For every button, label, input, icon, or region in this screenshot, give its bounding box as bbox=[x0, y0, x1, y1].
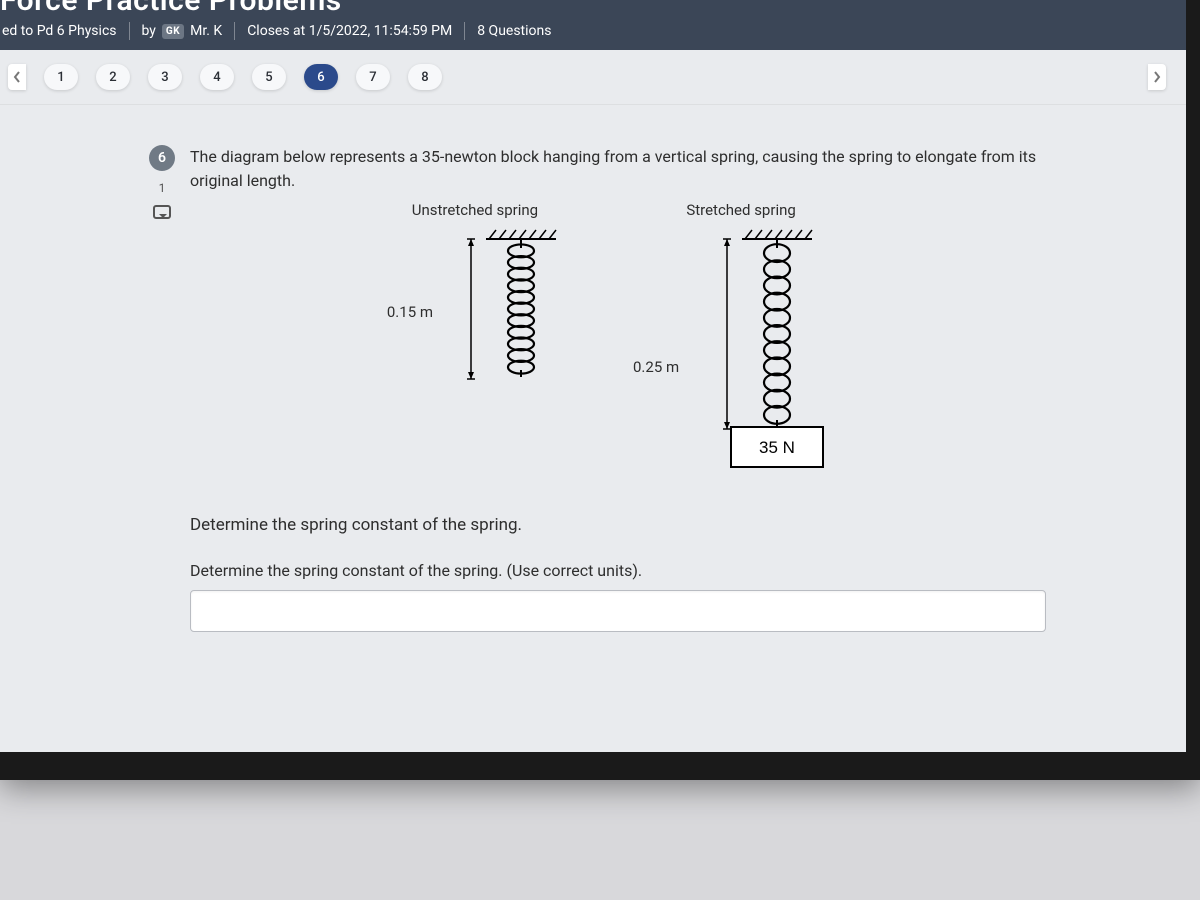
current-question-badge: 6 bbox=[149, 145, 175, 171]
unstretched-spring-svg bbox=[443, 227, 563, 397]
question-pill-5[interactable]: 5 bbox=[252, 64, 286, 90]
question-points: 1 bbox=[159, 181, 166, 195]
teacher-name: Mr. K bbox=[190, 23, 222, 39]
spring-diagram: Unstretched spring 0.15 m Stretched spri… bbox=[190, 201, 1046, 487]
chevron-right-icon bbox=[1153, 71, 1161, 83]
diagram-right-title: Stretched spring bbox=[686, 201, 795, 219]
question-prompt: The diagram below represents a 35-newton… bbox=[190, 145, 1046, 193]
stretched-spring-svg: 35 N bbox=[689, 227, 849, 487]
question-main: Determine the spring constant of the spr… bbox=[190, 515, 1046, 535]
divider bbox=[234, 22, 235, 40]
divider bbox=[464, 22, 465, 40]
question-pill-6[interactable]: 6 bbox=[304, 64, 338, 90]
question-sub: Determine the spring constant of the spr… bbox=[190, 561, 1046, 580]
question-meta-sidebar: 6 1 bbox=[148, 145, 176, 219]
question-pill-4[interactable]: 4 bbox=[200, 64, 234, 90]
diagram-left-title: Unstretched spring bbox=[412, 201, 538, 219]
diagram-left-length: 0.15 m bbox=[387, 303, 433, 321]
svg-text:35 N: 35 N bbox=[759, 438, 795, 457]
assignment-header: Force Practice Problems ed to Pd 6 Physi… bbox=[0, 0, 1186, 50]
assigned-class[interactable]: ed to Pd 6 Physics bbox=[2, 23, 117, 39]
teacher-chip[interactable]: by GK Mr. K bbox=[142, 23, 223, 39]
teacher-initials-badge: GK bbox=[162, 24, 184, 39]
due-date: Closes at 1/5/2022, 11:54:59 PM bbox=[247, 23, 452, 39]
question-pill-3[interactable]: 3 bbox=[148, 64, 182, 90]
nav-next-button[interactable] bbox=[1148, 64, 1166, 90]
question-count[interactable]: 8 Questions bbox=[477, 23, 551, 39]
comment-icon[interactable] bbox=[153, 205, 171, 219]
diagram-right-length: 0.25 m bbox=[633, 358, 679, 376]
question-pill-2[interactable]: 2 bbox=[96, 64, 130, 90]
answer-input[interactable] bbox=[190, 590, 1046, 632]
question-pill-7[interactable]: 7 bbox=[356, 64, 390, 90]
divider bbox=[129, 22, 130, 40]
question-pill-8[interactable]: 8 bbox=[408, 64, 442, 90]
chevron-left-icon bbox=[13, 71, 21, 83]
nav-prev-button[interactable] bbox=[8, 64, 26, 90]
question-nav: 12345678 bbox=[0, 50, 1186, 105]
assignment-title: Force Practice Problems bbox=[0, 0, 1186, 22]
question-pill-1[interactable]: 1 bbox=[44, 64, 78, 90]
